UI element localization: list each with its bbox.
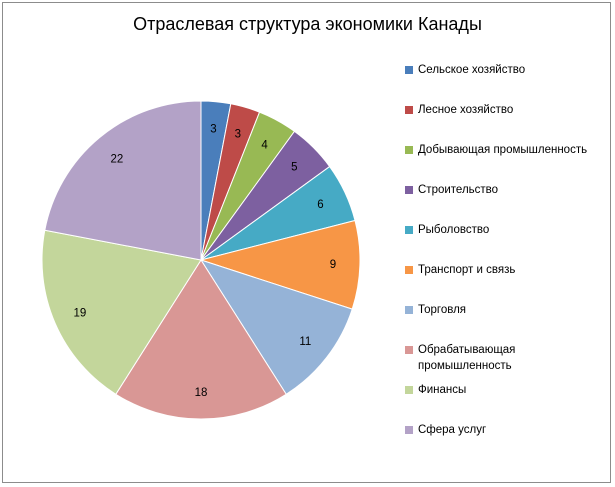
chart-title: Отраслевая структура экономики Канады — [133, 14, 482, 34]
slice-value-label: 5 — [291, 162, 297, 174]
legend-label: Обрабатывающая промышленность — [418, 344, 516, 372]
legend-label: Сфера услуг — [418, 424, 487, 436]
slice-value-label: 11 — [299, 336, 311, 348]
slice-value-label: 4 — [261, 139, 268, 151]
slice-value-label: 9 — [330, 259, 336, 271]
legend-swatch — [405, 306, 413, 314]
legend-label: Строительство — [418, 184, 499, 196]
legend-swatch — [405, 66, 413, 74]
pie-slice — [44, 100, 202, 261]
legend-swatch — [405, 186, 413, 194]
slice-value-label: 3 — [235, 128, 241, 140]
legend-swatch — [405, 266, 413, 274]
legend-label: Лесное хозяйство — [418, 104, 514, 116]
pie-slice — [115, 259, 287, 420]
legend-label: Финансы — [418, 384, 467, 396]
legend-label: Торговля — [418, 304, 467, 316]
pie-slice — [199, 259, 353, 395]
slice-value-label: 6 — [317, 199, 323, 211]
slice-value-label: 22 — [111, 153, 124, 165]
legend-swatch — [405, 226, 413, 234]
slice-value-label: 18 — [195, 387, 208, 399]
legend-swatch — [405, 346, 413, 354]
slice-value-label: 3 — [210, 124, 216, 136]
slice-value-label: 19 — [74, 307, 87, 319]
legend-swatch — [405, 426, 413, 434]
pie-slice — [41, 229, 202, 395]
pie-slice — [199, 219, 361, 310]
legend-label: Рыболовство — [418, 224, 490, 236]
legend-label: Транспорт и связь — [418, 264, 516, 276]
legend-label: Сельское хозяйство — [418, 64, 526, 76]
legend-swatch — [405, 386, 413, 394]
legend-swatch — [405, 146, 413, 154]
legend-label: Добывающая промышленность — [418, 144, 588, 156]
legend-swatch — [405, 106, 413, 114]
